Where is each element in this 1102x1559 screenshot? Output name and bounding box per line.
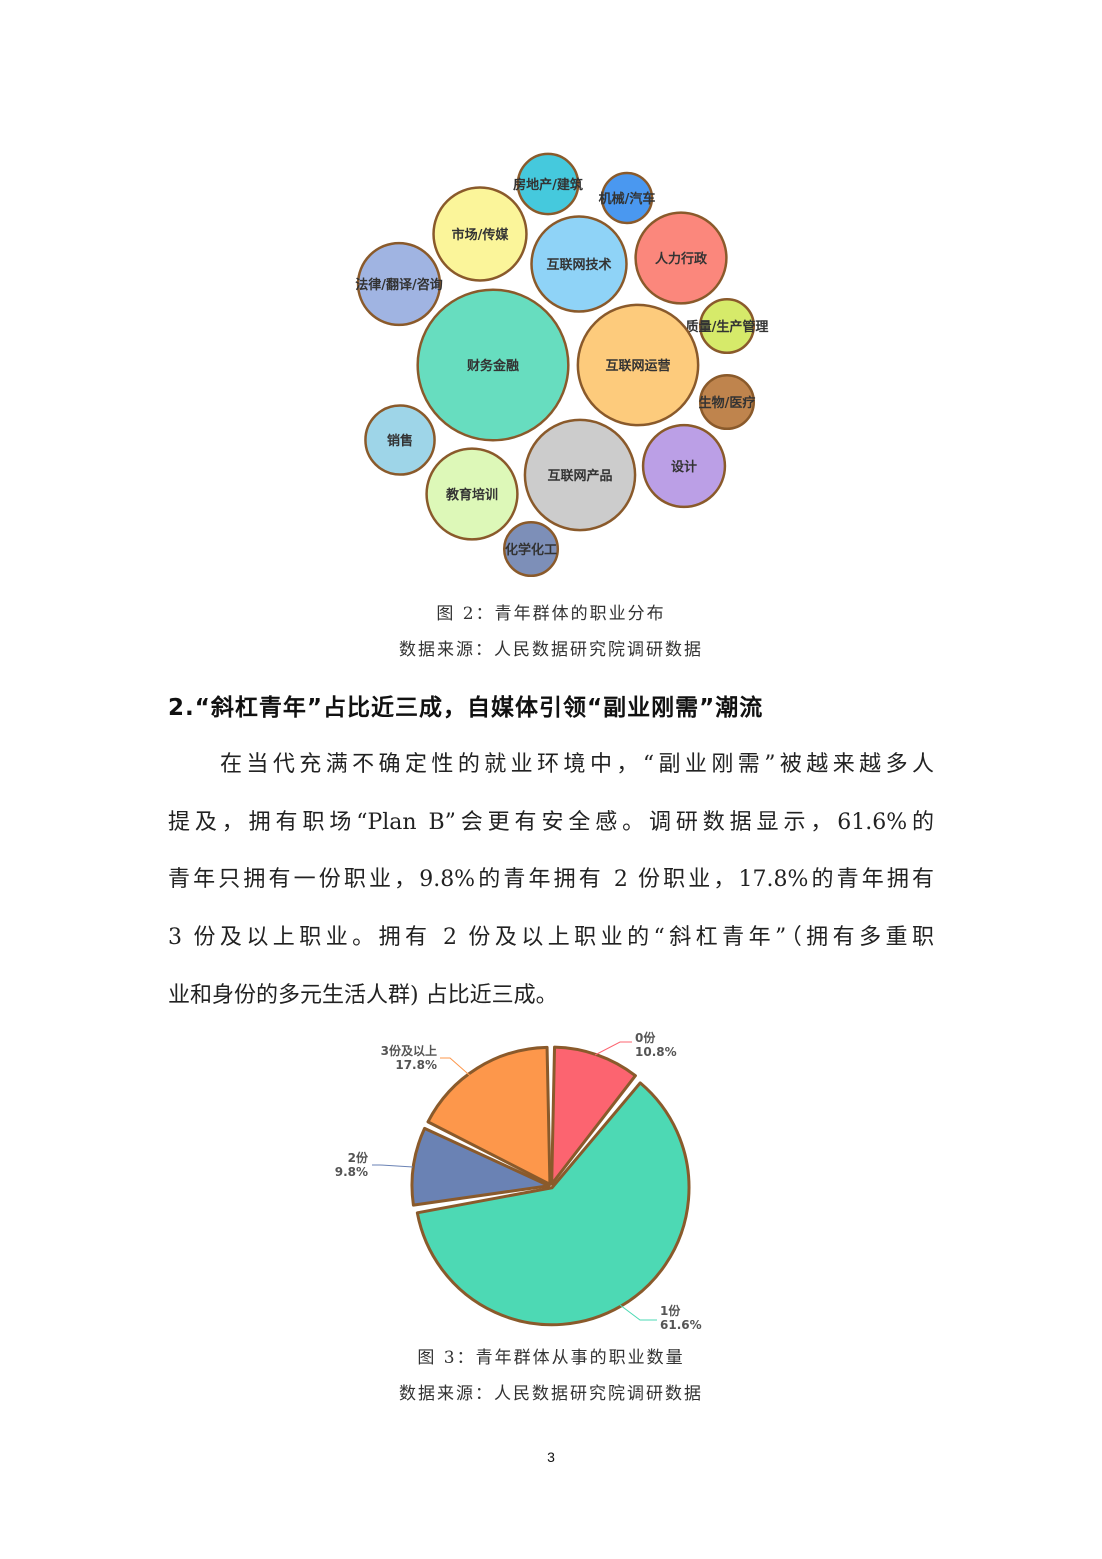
bubble [432, 186, 528, 282]
bubble [516, 152, 580, 216]
slice-value-label: 61.6% [660, 1318, 702, 1332]
paragraph-line: 业和身份的多元生活人群) 占比近三成。 [168, 983, 558, 1008]
bubble-label: 法律/翻译/咨询 [355, 277, 443, 293]
bubble [416, 288, 570, 442]
bubble-label: 市场/传媒 [452, 227, 510, 243]
paragraph-line: 青年只拥有一份职业，9.8%的青年拥有 2 份职业，17.8%的青年拥有 [168, 867, 934, 892]
bubble [530, 215, 628, 313]
figure-3-source: 数据来源：人民数据研究院调研数据 [399, 1384, 703, 1404]
bubble-label: 房地产/建筑 [513, 177, 583, 193]
bubble [641, 423, 727, 509]
pie-slice [426, 1045, 552, 1186]
pie-slice [410, 1126, 551, 1207]
label-leader-line [372, 1164, 414, 1168]
figure-2-caption: 图 2：青年群体的职业分布 [436, 604, 666, 624]
bubble [502, 520, 560, 578]
paragraph-line: 提及，拥有职场“Plan B”会更有安全感。调研数据显示，61.6%的 [168, 810, 934, 835]
bubble-label: 生物/医疗 [699, 395, 756, 411]
bubble [576, 303, 700, 427]
bubble-label: 设计 [671, 459, 697, 475]
slice-label: 0份 [635, 1030, 656, 1045]
bubble [698, 373, 756, 431]
bubble-label: 互联网技术 [546, 257, 611, 273]
bubble-label: 互联网运营 [605, 358, 670, 374]
bubble [356, 241, 442, 327]
paragraph-line: 3 份及以上职业。拥有 2 份及以上职业的“斜杠青年”（拥有多重职 [168, 925, 934, 950]
slice-label: 2份 [348, 1150, 369, 1165]
label-leader-line [440, 1057, 476, 1081]
paragraph-line: 在当代充满不确定性的就业环境中，“副业刚需”被越来越多人 [220, 752, 934, 777]
slice-value-label: 9.8% [335, 1165, 368, 1179]
bubble-label: 教育培训 [445, 487, 498, 503]
slice-label: 3份及以上 [381, 1043, 437, 1058]
bubble [600, 171, 654, 225]
bubble [634, 211, 728, 305]
slice-label: 1份 [660, 1303, 681, 1318]
slice-value-label: 17.8% [395, 1058, 437, 1072]
bubble-label: 化学化工 [505, 542, 557, 558]
page-number: 3 [547, 1449, 555, 1465]
section-heading: 2.“斜杠青年”占比近三成，自媒体引领“副业刚需”潮流 [168, 695, 764, 721]
bubble-label: 机械/汽车 [599, 191, 656, 207]
pie-slice [550, 1045, 637, 1186]
bubble [364, 404, 436, 476]
bubble-label: 人力行政 [655, 251, 708, 267]
bubble-label: 质量/生产管理 [686, 319, 769, 335]
bubble [523, 418, 637, 532]
bubble-label: 财务金融 [467, 358, 519, 374]
bubble [698, 297, 756, 355]
bubble-label: 互联网产品 [547, 468, 612, 484]
slice-value-label: 10.8% [635, 1045, 677, 1059]
label-leader-line [619, 1304, 657, 1321]
figure-2-source: 数据来源：人民数据研究院调研数据 [399, 640, 703, 660]
bubble-label: 销售 [387, 433, 413, 449]
figure-3-caption: 图 3：青年群体从事的职业数量 [417, 1348, 685, 1368]
bubble [425, 447, 519, 541]
label-leader-line [594, 1041, 632, 1056]
